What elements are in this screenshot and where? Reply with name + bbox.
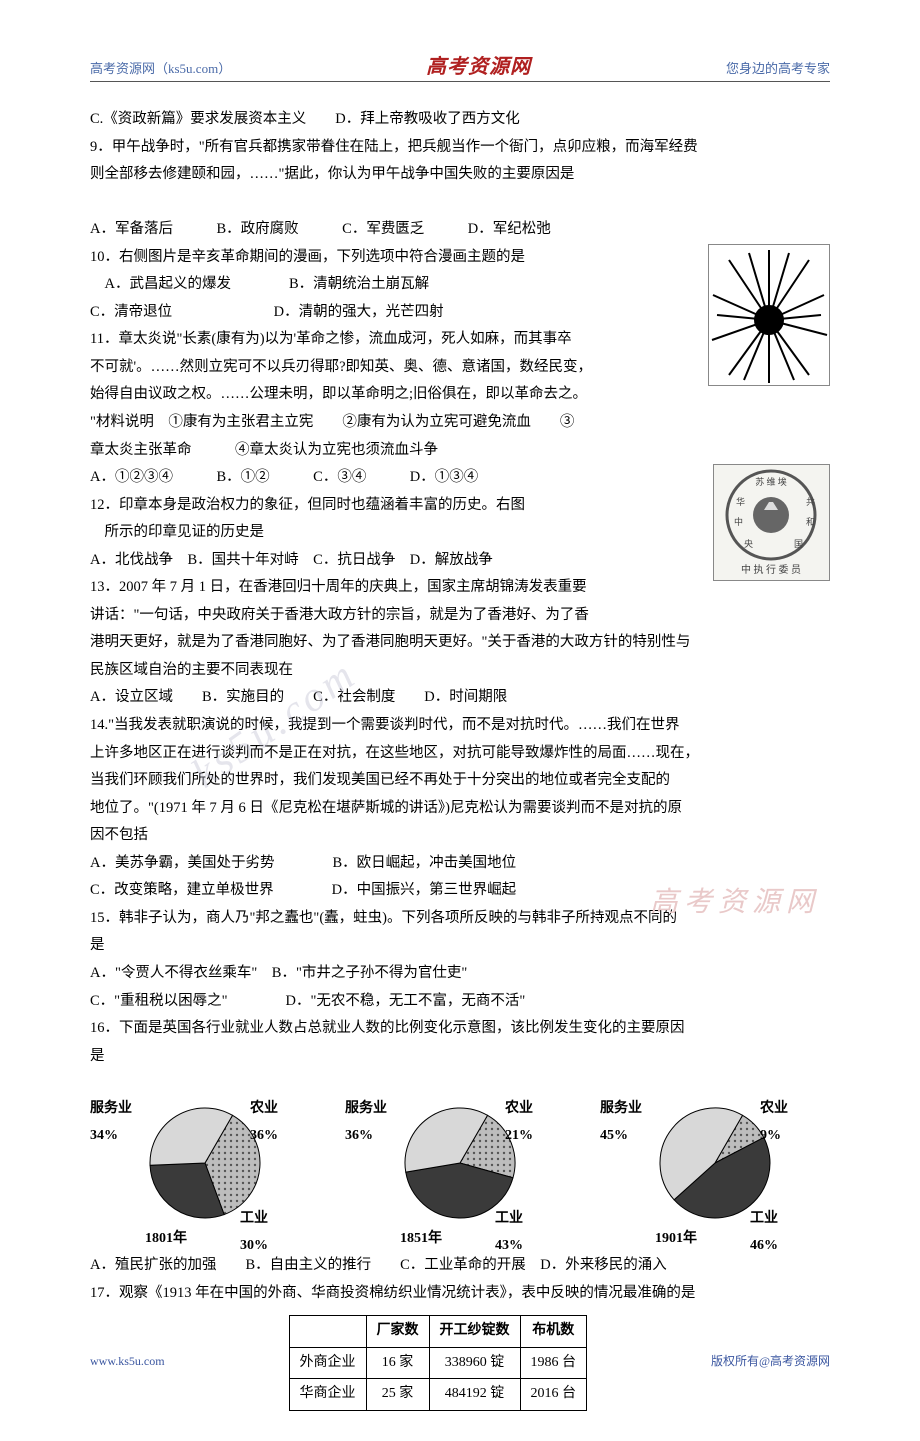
header-right: 您身边的高考专家 xyxy=(726,58,830,77)
table-cell: 1986 台 xyxy=(520,1347,587,1379)
svg-text:中: 中 xyxy=(734,516,743,527)
table-cell: 2016 台 xyxy=(520,1379,587,1411)
table-cell: 华商企业 xyxy=(289,1379,366,1411)
text-line: C.《资政新篇》要求发展资本主义 D．拜上帝教吸收了西方文化 xyxy=(90,106,830,134)
text-line: 当我们环顾我们所处的世界时，我们发现美国已经不再处于十分突出的地位或者完全支配的 xyxy=(90,767,830,795)
pie-chart: 服务业36%农业21%工业43%1851年 xyxy=(345,1078,575,1248)
text-line: A．美苏争霸，美国处于劣势 B．欧日崛起，冲击美国地位 xyxy=(90,850,830,878)
pie-label: 农业21% xyxy=(505,1096,533,1149)
text-line: 则全部移去修建颐和园，……"据此，你认为甲午战争中国失败的主要原因是 xyxy=(90,161,830,189)
text-line: 16．下面是英国各行业就业人数占总就业人数的比例变化示意图，该比例发生变化的主要… xyxy=(90,1015,830,1043)
pie-label: 1851年 xyxy=(400,1226,442,1253)
page-header: 高考资源网（ks5u.com） 高考资源网 您身边的高考专家 xyxy=(90,50,830,82)
svg-text:苏 维 埃: 苏 维 埃 xyxy=(755,476,787,487)
text-line: 因不包括 xyxy=(90,822,830,850)
text-line: A．军备落后 B．政府腐败 C．军费匮乏 D．军纪松弛 xyxy=(90,216,830,244)
text-line: A．殖民扩张的加强 B．自由主义的推行 C．工业革命的开展 D．外来移民的涌入 xyxy=(90,1252,830,1280)
footer-right: 版权所有@高考资源网 xyxy=(711,1350,830,1373)
table-row: 外商企业16 家338960 锭1986 台 xyxy=(289,1347,587,1379)
table-cell: 338960 锭 xyxy=(429,1347,520,1379)
pie-label: 农业36% xyxy=(250,1096,278,1149)
pie-label: 服务业34% xyxy=(90,1096,132,1149)
text-line: C．改变策略，建立单极世界 D．中国振兴，第三世界崛起 xyxy=(90,877,830,905)
header-left: 高考资源网（ks5u.com） xyxy=(90,58,231,77)
pie-charts-row: 服务业34%农业36%工业30%1801年服务业36%农业21%工业43%185… xyxy=(90,1078,830,1248)
text-line: 上许多地区正在进行谈判而不是正在对抗，在这些地区，对抗可能导致爆炸性的局面……现… xyxy=(90,740,830,768)
table-header-cell xyxy=(289,1316,366,1348)
text-line: 港明天更好，就是为了香港同胞好、为了香港同胞明天更好。"关于香港的大政方针的特别… xyxy=(90,629,830,657)
pie-label: 农业9% xyxy=(760,1096,788,1149)
table-header-cell: 厂家数 xyxy=(366,1316,429,1348)
cartoon-image xyxy=(708,244,830,386)
footer-left: www.ks5u.com xyxy=(90,1350,165,1373)
svg-text:共: 共 xyxy=(806,497,815,507)
pie-label: 工业43% xyxy=(495,1206,523,1259)
svg-text:中 执 行 委 员: 中 执 行 委 员 xyxy=(741,563,801,576)
text-line: 14."当我发表就职演说的时候，我提到一个需要谈判时代，而不是对抗时代。……我们… xyxy=(90,712,830,740)
pie-label: 工业30% xyxy=(240,1206,268,1259)
text-line: 民族区域自治的主要不同表现在 xyxy=(90,657,830,685)
text-line: 是 xyxy=(90,932,830,960)
pie-label: 1901年 xyxy=(655,1226,697,1253)
footer-row: www.ks5u.com 厂家数开工纱锭数布机数外商企业16 家338960 锭… xyxy=(90,1311,830,1411)
pie-chart: 服务业45%农业9%工业46%1901年 xyxy=(600,1078,830,1248)
table-header-cell: 布机数 xyxy=(520,1316,587,1348)
text-line: 17．观察《1913 年在中国的外商、华商投资棉纺织业情况统计表》，表中反映的情… xyxy=(90,1280,830,1308)
text-line: 是 xyxy=(90,1043,830,1071)
pie-label: 1801年 xyxy=(145,1226,187,1253)
pie-chart: 服务业34%农业36%工业30%1801年 xyxy=(90,1078,320,1248)
table-cell: 25 家 xyxy=(366,1379,429,1411)
table-cell: 16 家 xyxy=(366,1347,429,1379)
text-line: 讲话："一句话，中央政府关于香港大政方针的宗旨，就是为了香港好、为了香 xyxy=(90,602,830,630)
header-center: 高考资源网 xyxy=(426,50,531,79)
text-line: 9．甲午战争时，"所有官兵都携家带眷住在陆上，把兵舰当作一个衙门，点卯应粮，而海… xyxy=(90,134,830,162)
pie-label: 工业46% xyxy=(750,1206,778,1259)
seal-image: 苏 维 埃 华 共 中 和 央 国 中 执 行 委 员 xyxy=(713,464,830,581)
table-cell: 外商企业 xyxy=(289,1347,366,1379)
text-line: 地位了。"(1971 年 7 月 6 日《尼克松在堪萨斯城的讲话》)尼克松认为需… xyxy=(90,795,830,823)
svg-text:央: 央 xyxy=(744,538,753,549)
text-line: 章太炎主张革命 ④章太炎认为立宪也须流血斗争 xyxy=(90,437,830,465)
svg-text:华: 华 xyxy=(736,496,745,507)
text-line: "材料说明 ①康有为主张君主立宪 ②康有为认为立宪可避免流血 ③ xyxy=(90,409,830,437)
svg-text:和: 和 xyxy=(806,517,815,527)
text-line: A．设立区域 B．实施目的 C．社会制度 D．时间期限 xyxy=(90,684,830,712)
document-body: C.《资政新篇》要求发展资本主义 D．拜上帝教吸收了西方文化 9．甲午战争时，"… xyxy=(90,106,830,1411)
svg-text:国: 国 xyxy=(794,539,803,549)
table-row: 华商企业25 家484192 锭2016 台 xyxy=(289,1379,587,1411)
pie-label: 服务业45% xyxy=(600,1096,642,1149)
table-header-cell: 开工纱锭数 xyxy=(429,1316,520,1348)
table-cell: 484192 锭 xyxy=(429,1379,520,1411)
statistics-table: 厂家数开工纱锭数布机数外商企业16 家338960 锭1986 台华商企业25 … xyxy=(289,1315,588,1411)
text-line: 15．韩非子认为，商人乃"邦之蠹也"(蠹，蛀虫)。下列各项所反映的与韩非子所持观… xyxy=(90,905,830,933)
pie-label: 服务业36% xyxy=(345,1096,387,1149)
text-line: A．"令贾人不得衣丝乘车" B．"市井之子孙不得为官仕吏" xyxy=(90,960,830,988)
text-line: C．"重租税以困辱之" D．"无农不稳，无工不富，无商不活" xyxy=(90,988,830,1016)
